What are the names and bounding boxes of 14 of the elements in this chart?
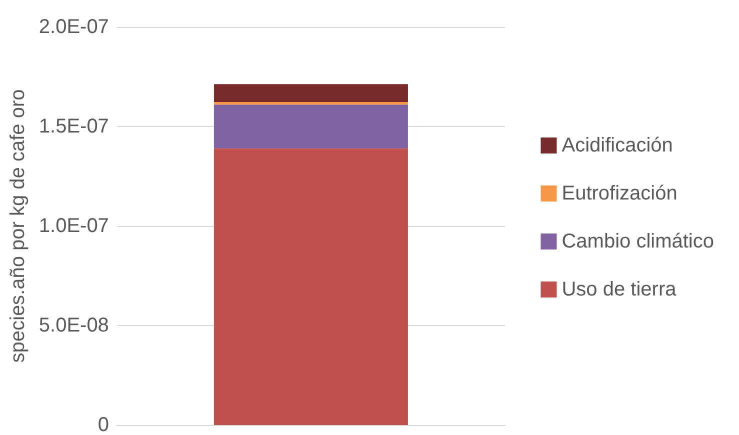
- y-tick-label: 0: [98, 414, 109, 435]
- y-tick-label: 1.0E-07: [38, 215, 109, 237]
- bar: [214, 148, 408, 425]
- y-tick-label: 2.0E-07: [38, 16, 109, 38]
- legend-label: Acidificación: [562, 134, 673, 156]
- bar: [214, 104, 408, 148]
- bar: [214, 102, 408, 105]
- y-axis-title: species.año por kg de cafe oro: [7, 89, 29, 363]
- y-tick-label: 1.5E-07: [38, 116, 109, 138]
- legend-label: Eutrofización: [562, 182, 678, 204]
- y-tick-label: 5.0E-08: [38, 314, 109, 336]
- bar: [214, 84, 408, 102]
- legend-label: Uso de tierra: [562, 278, 678, 300]
- legend-label: Cambio climático: [562, 230, 714, 252]
